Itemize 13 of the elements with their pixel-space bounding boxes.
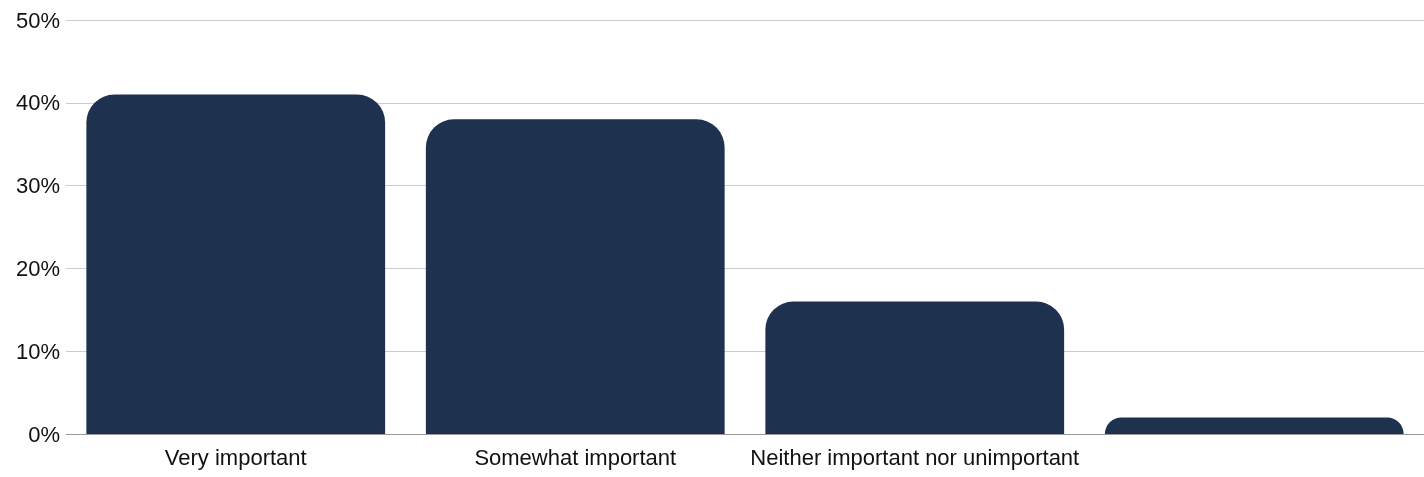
- bar: [1104, 417, 1404, 434]
- bar: [425, 119, 725, 434]
- y-tick-label: 10%: [15, 338, 60, 364]
- y-tick-label: 30%: [15, 173, 60, 199]
- x-tick-label: Somewhat important: [474, 444, 677, 470]
- y-tick-label: 50%: [15, 7, 60, 33]
- y-tick-label: 0%: [28, 421, 60, 447]
- x-tick-label: Very important: [164, 444, 307, 470]
- bar: [765, 301, 1065, 434]
- y-tick-label: 20%: [15, 255, 60, 281]
- bar: [86, 94, 386, 434]
- x-tick-label: Neither important nor unimportant: [750, 444, 1080, 470]
- y-tick-label: 40%: [15, 90, 60, 116]
